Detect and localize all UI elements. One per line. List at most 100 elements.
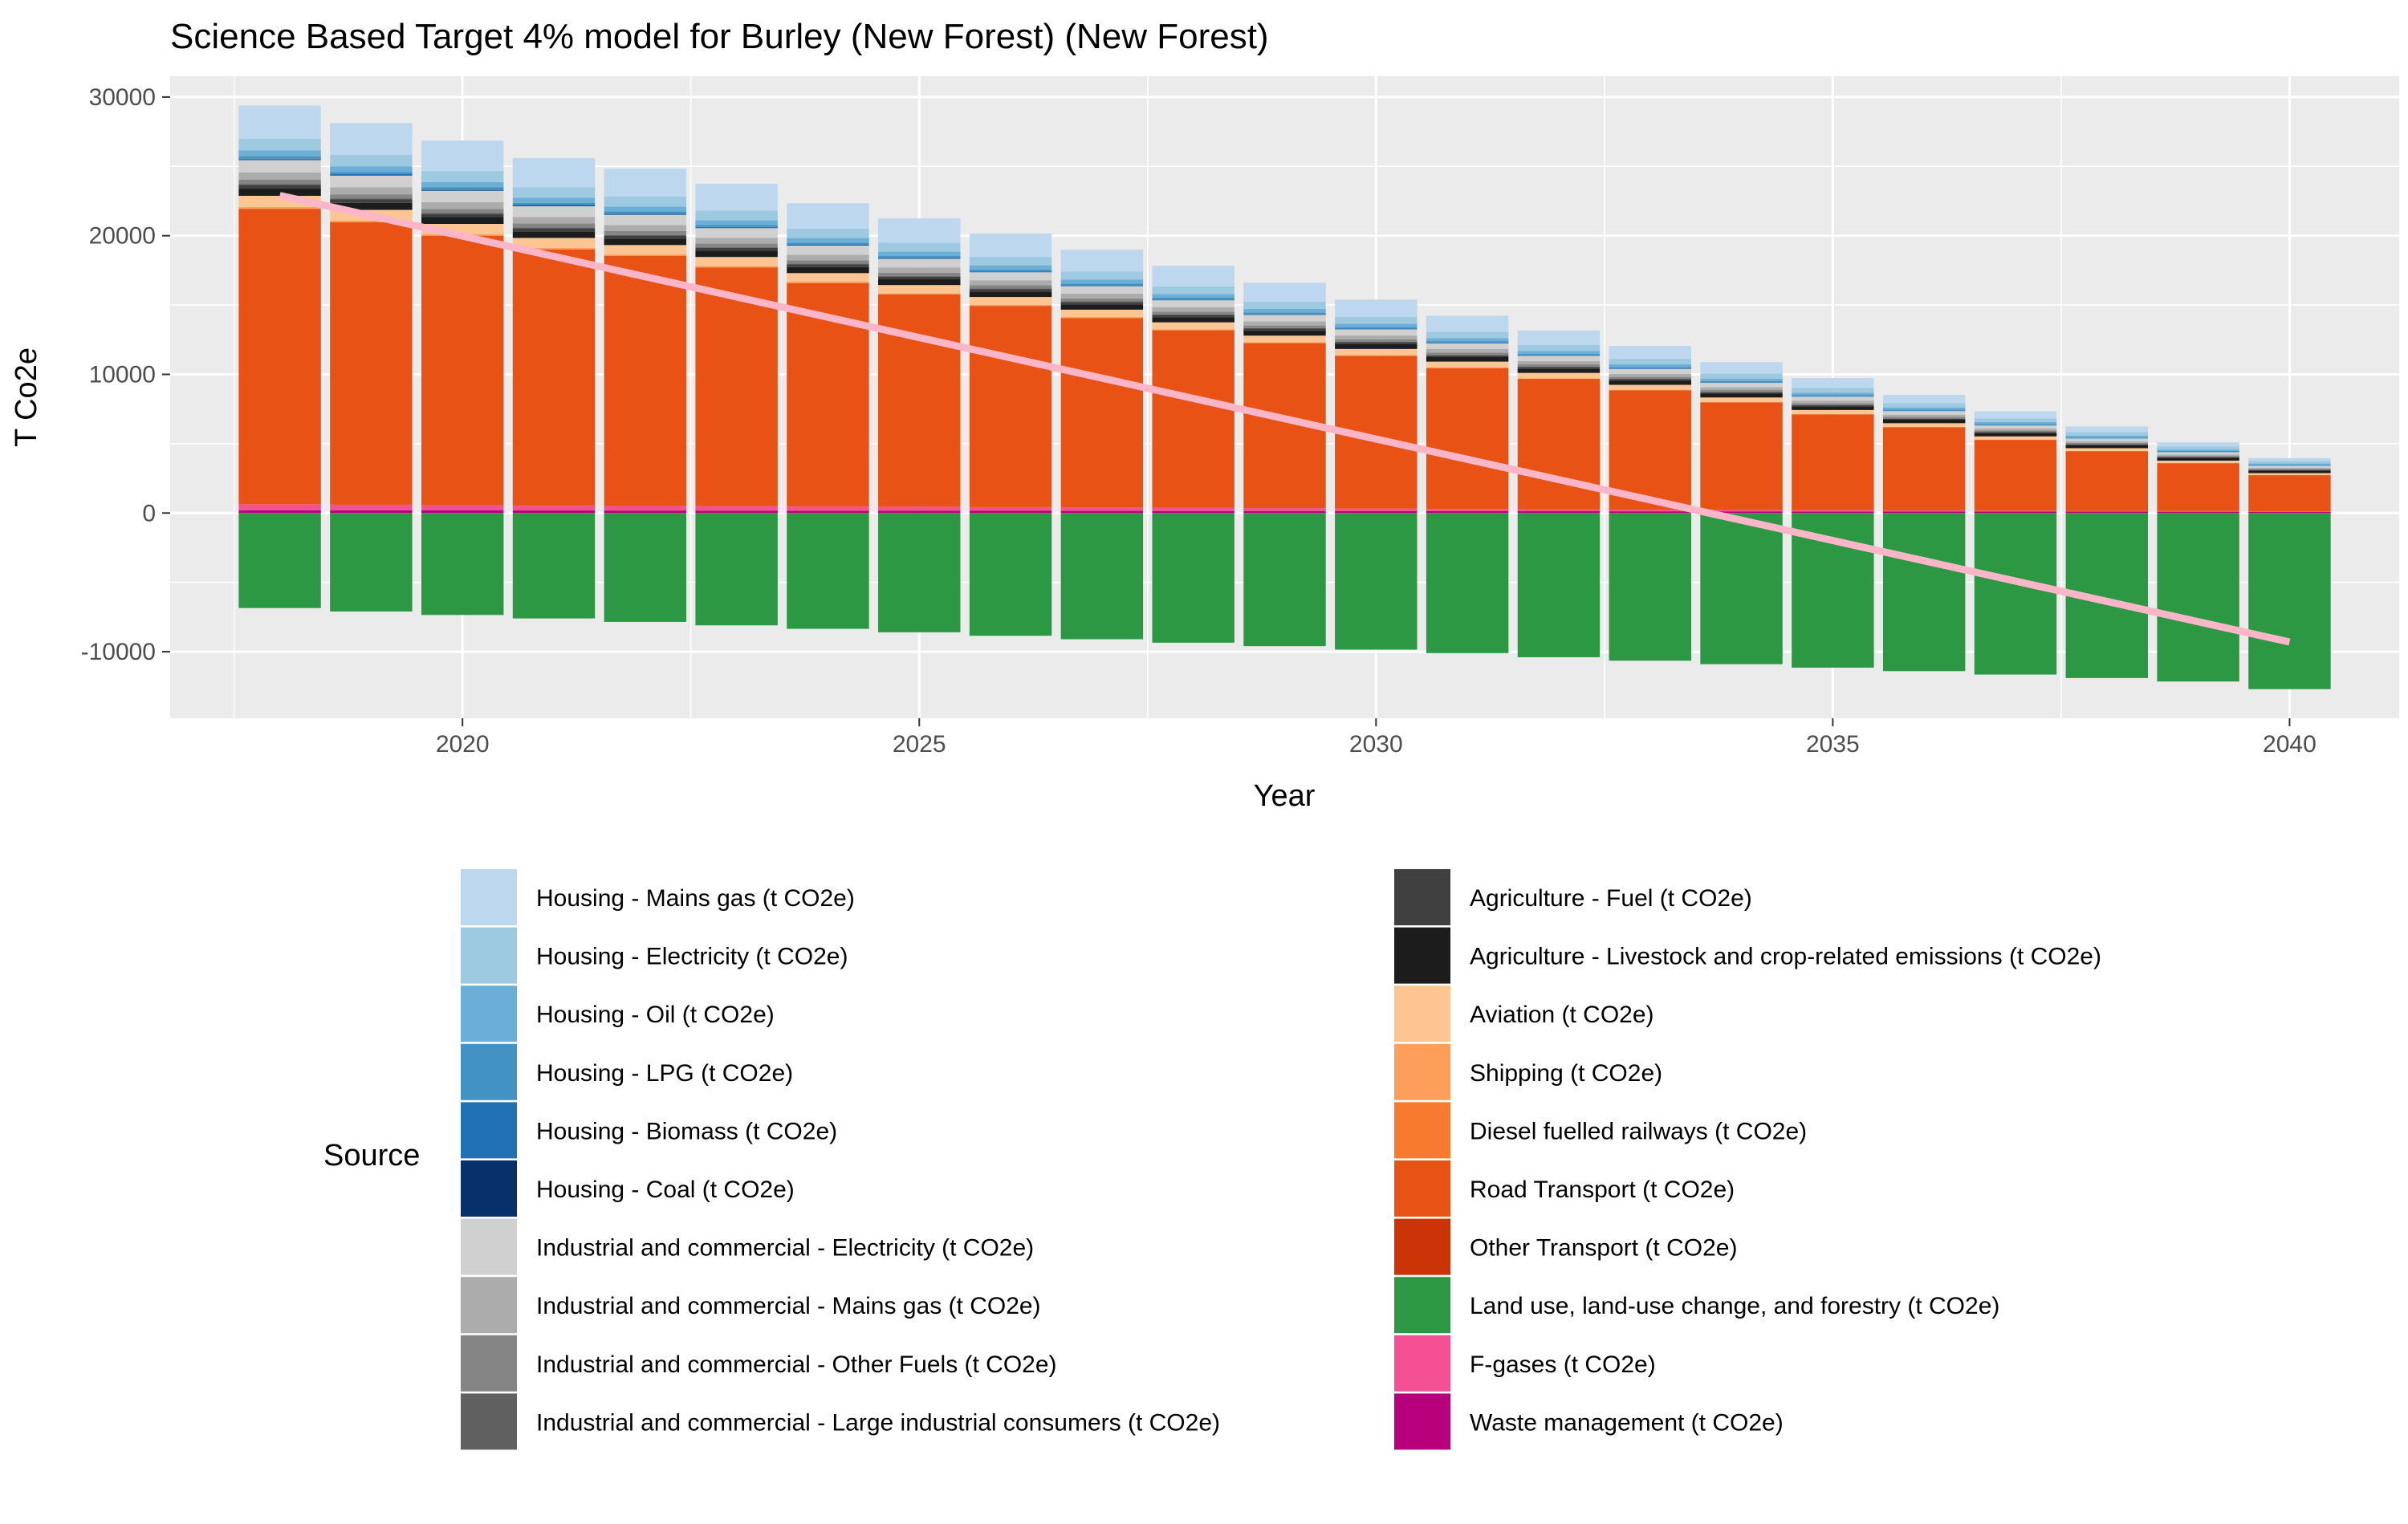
bar-segment (1060, 302, 1144, 305)
bar-segment (1243, 314, 1326, 315)
bar-segment (695, 513, 778, 626)
bar-segment (512, 513, 596, 619)
bar-segment (787, 264, 869, 267)
legend-key (461, 1393, 517, 1450)
bar-segment (1426, 352, 1509, 356)
bar-segment (695, 226, 778, 228)
bar-segment (238, 185, 321, 189)
bar-segment (878, 293, 961, 295)
legend: Source Housing - Mains gas (t CO2e) Housi… (323, 869, 2101, 1450)
bar-segment (1060, 279, 1144, 284)
bar-segment (330, 222, 413, 505)
bar-segment (1152, 294, 1235, 299)
bar-segment (330, 199, 413, 203)
bar-segment (1152, 507, 1235, 511)
bar-segment (2065, 432, 2149, 436)
bar-segment (695, 506, 778, 511)
bar-segment (2157, 452, 2239, 455)
bar-segment (1517, 330, 1601, 345)
legend-key (461, 1218, 517, 1275)
bar-segment (604, 256, 687, 506)
chart-title: Science Based Target 4% model for Burley… (170, 17, 1269, 56)
bar-segment (604, 506, 687, 511)
bar-segment (1609, 390, 1691, 510)
bar-segment (1517, 366, 1601, 368)
bar-segment (2157, 457, 2239, 458)
bar-segment (1335, 348, 1418, 356)
bar-segment (238, 173, 321, 180)
legend-label: Other Transport (t CO2e) (1470, 1235, 1737, 1262)
bar-segment (421, 140, 504, 172)
bar-segment (787, 203, 869, 229)
bar-segment (1152, 299, 1235, 300)
bar-segment (1882, 510, 1966, 512)
bar-segment (1974, 511, 2057, 514)
bar-segment (878, 218, 961, 243)
bar-segment (878, 275, 961, 277)
bar-segment (1426, 343, 1509, 349)
x-tick-label: 2040 (2263, 731, 2316, 758)
bar-segment (604, 213, 687, 215)
bar-segment (1243, 331, 1326, 336)
bar-segment (330, 172, 413, 174)
bar-segment (421, 189, 504, 191)
legend-label: Agriculture - Livestock and crop-related… (1470, 944, 2101, 970)
bar-segment (604, 214, 687, 215)
bar-segment (330, 510, 413, 514)
bar-segment (2248, 467, 2331, 469)
y-tick-label: 30000 (89, 84, 156, 111)
bar-segment (1517, 509, 1601, 512)
bar-segment (1700, 402, 1783, 510)
bar-segment (512, 227, 596, 229)
bar-segment (604, 214, 687, 226)
bar-segment (512, 157, 596, 188)
bar-segment (238, 156, 321, 159)
bar-segment (1060, 510, 1144, 514)
x-tick-label: 2025 (893, 731, 946, 758)
bar-segment (1426, 315, 1509, 332)
legend-key (1394, 1218, 1450, 1275)
bar-segment (421, 510, 504, 514)
bar-segment (1060, 283, 1144, 286)
legend-label: Industrial and commercial - Other Fuels … (536, 1351, 1057, 1378)
bar-segment (878, 276, 961, 280)
bar-segment (878, 251, 961, 257)
bar-segment (2248, 469, 2331, 471)
bar-segment (1517, 353, 1601, 356)
bar-segment (695, 210, 778, 221)
bar-segment (1426, 356, 1509, 362)
bar-segment (1152, 300, 1235, 307)
bars (238, 105, 2331, 689)
bar-segment (2065, 510, 2149, 512)
bar-segment (695, 227, 778, 229)
bar-segment (1974, 418, 2057, 423)
bar-segment (421, 187, 504, 190)
target-line (279, 192, 2291, 646)
bar-segment (512, 206, 596, 217)
bar-segment (421, 181, 504, 188)
bar-segment (969, 507, 1052, 511)
legend-key (461, 927, 517, 984)
bar-segment (1517, 511, 1601, 514)
bar-segment (1517, 360, 1601, 365)
legend-label: Waste management (t CO2e) (1470, 1409, 1784, 1436)
bar-segment (1974, 440, 2057, 511)
bar-segment (330, 174, 413, 176)
bar-segment (2065, 426, 2149, 433)
bar-segment (1426, 510, 1509, 514)
bar-segment (1882, 427, 1966, 510)
bar-segment (1609, 389, 1691, 391)
bar-segment (1060, 271, 1144, 280)
bar-segment (2157, 442, 2239, 447)
bar-segment (1152, 510, 1235, 514)
bar-segment (1335, 508, 1418, 511)
bar-segment (695, 267, 778, 506)
bar-segment (512, 238, 596, 248)
legend-key (1394, 1160, 1450, 1217)
bar-segment (2157, 513, 2239, 682)
bar-segment (1517, 356, 1601, 361)
bar-segment (695, 184, 778, 211)
legend-label: Diesel fuelled railways (t CO2e) (1470, 1118, 1807, 1144)
bar-segment (2248, 461, 2331, 464)
bar-segment (421, 190, 504, 191)
